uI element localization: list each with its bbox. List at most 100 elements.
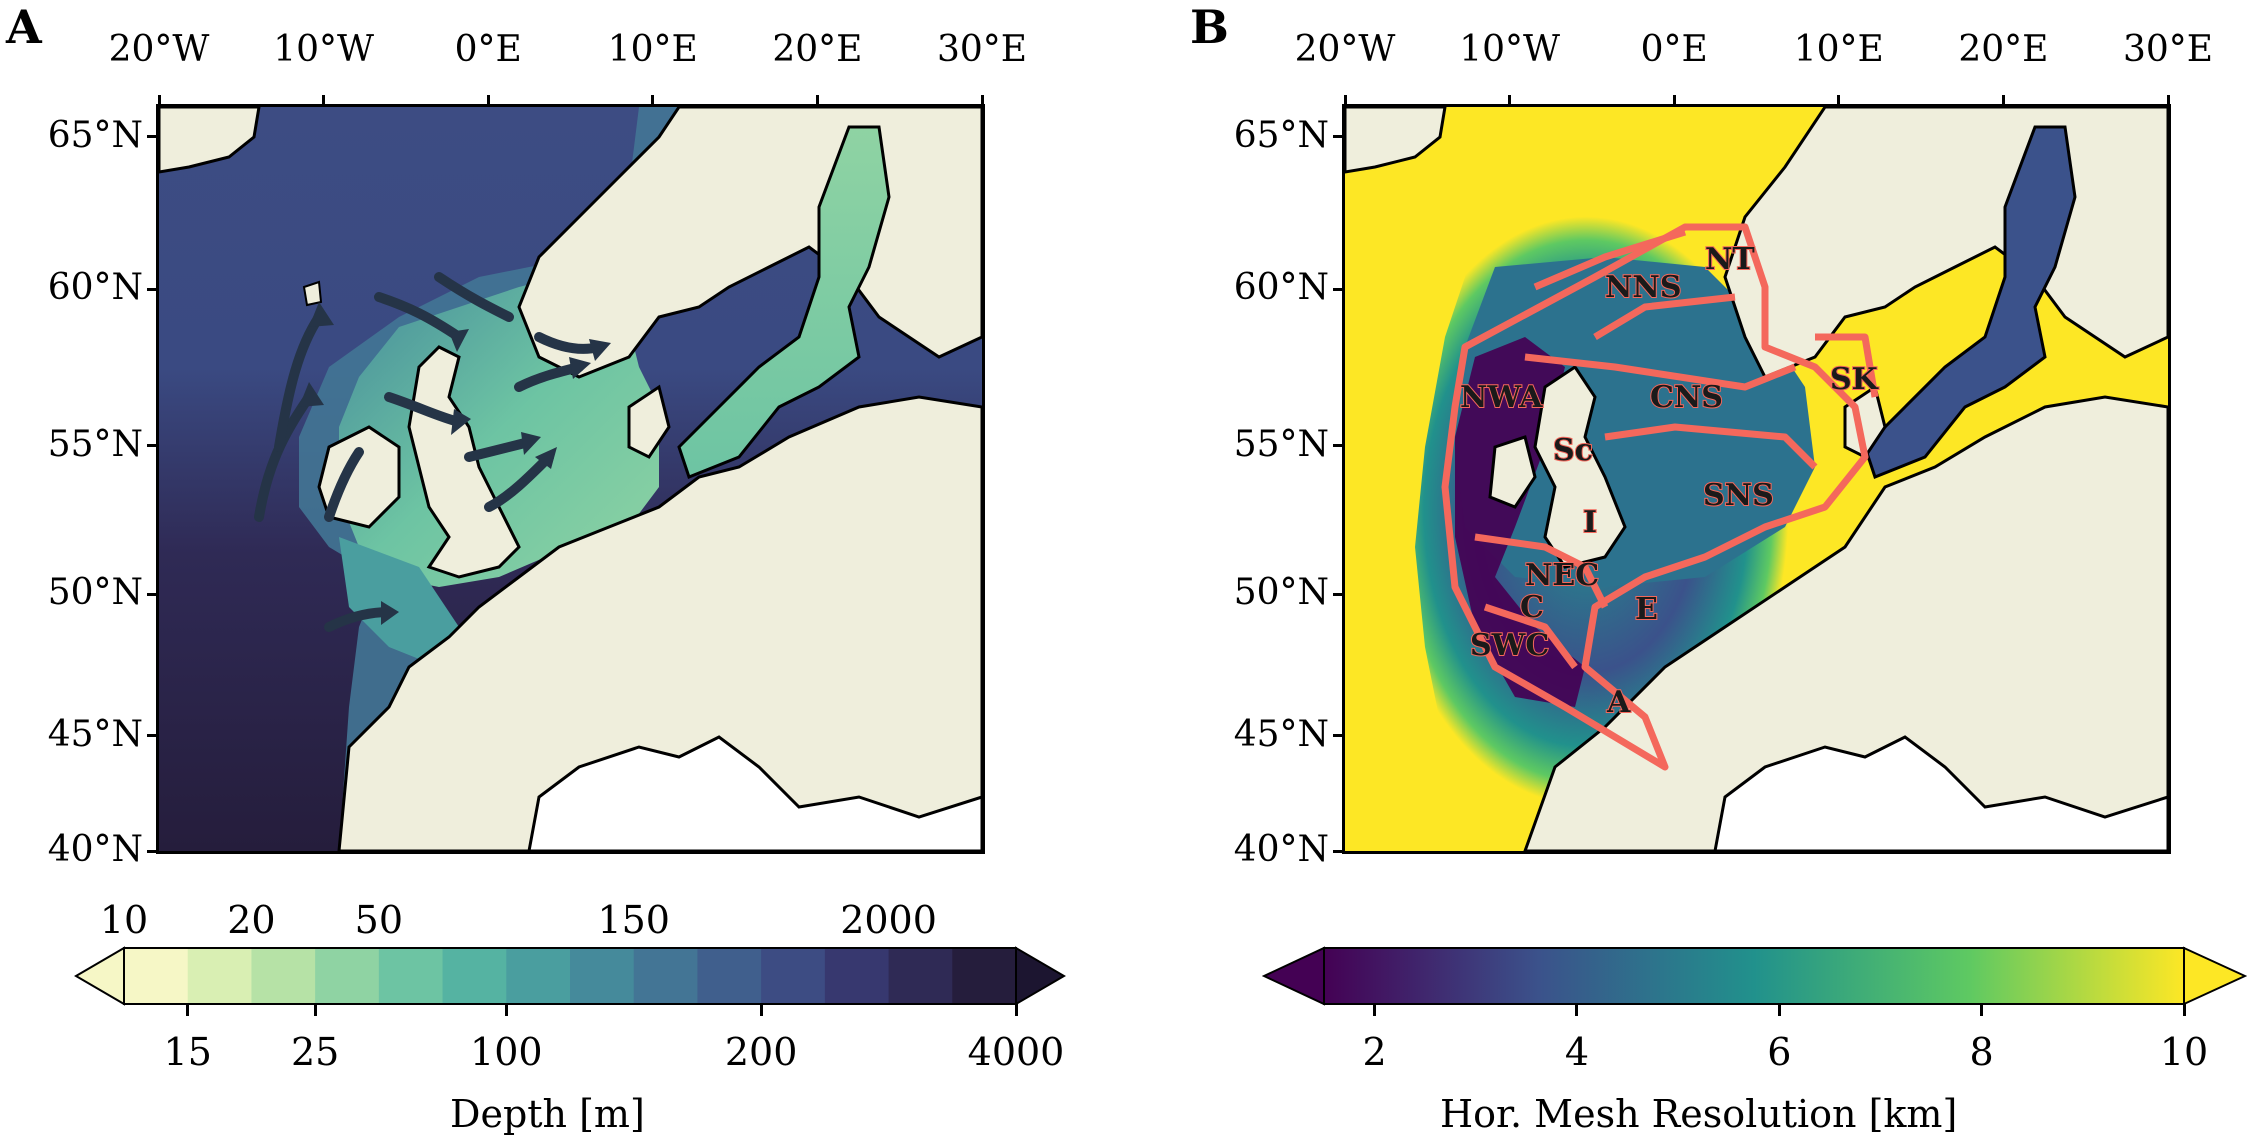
region-outline bbox=[1815, 333, 1879, 398]
left-tick-mark bbox=[1333, 135, 1345, 139]
baltic-sea bbox=[1863, 125, 2077, 479]
left-tick-label: 40°N bbox=[1233, 829, 1329, 870]
region-outline bbox=[1604, 423, 1818, 470]
region-label-sns: SNS bbox=[1703, 478, 1774, 513]
left-tick-label: 40°N bbox=[47, 829, 143, 870]
left-tick-mark bbox=[147, 287, 159, 291]
top-tick-label: 20°E bbox=[1958, 29, 2049, 70]
region-label-a: A bbox=[1606, 685, 1631, 720]
arrow-head bbox=[299, 382, 324, 407]
mesh-colorbar-min-extend bbox=[1262, 946, 1325, 1006]
top-tick-label: 10°E bbox=[607, 29, 698, 70]
mesh-colorbar-gradient bbox=[1323, 947, 2185, 1005]
depth-colorbar-frame bbox=[123, 947, 1017, 1005]
left-tick-mark bbox=[147, 849, 159, 853]
great-britain-land bbox=[1533, 364, 1627, 569]
depth-colorbar-upper-label: 150 bbox=[597, 898, 670, 942]
circulation-arrow bbox=[374, 292, 464, 342]
depth-colorbar-upper-label: 50 bbox=[354, 898, 404, 942]
top-tick-label: 20°W bbox=[108, 29, 210, 70]
depth-colorbar-swatch bbox=[761, 948, 826, 1004]
mesh-colorbar-label: 2 bbox=[1362, 1030, 1387, 1074]
depth-colorbar-max-extend bbox=[1015, 946, 1066, 1006]
top-tick-label: 0°E bbox=[1640, 29, 1708, 70]
depth-colorbar-upper-label: 20 bbox=[227, 898, 276, 942]
left-tick-label: 65°N bbox=[1233, 114, 1329, 156]
left-tick-mark bbox=[1333, 849, 1345, 853]
left-tick-mark bbox=[147, 135, 159, 139]
region-label-cns: CNS bbox=[1650, 380, 1723, 415]
left-tick-label: 55°N bbox=[1233, 423, 1329, 465]
europe-land bbox=[337, 395, 982, 851]
region-outlines bbox=[1441, 223, 1879, 771]
mesh-colorbar-max-extend bbox=[2183, 946, 2247, 1006]
mediterranean bbox=[1713, 735, 2168, 851]
depth-colorbar-lower-label: 200 bbox=[724, 1030, 798, 1074]
depth-colorbar-swatch bbox=[824, 948, 890, 1004]
top-tick-label: 0°E bbox=[454, 29, 522, 70]
arrow-head bbox=[589, 339, 611, 361]
top-tick-mark bbox=[322, 95, 326, 107]
iceland-land bbox=[1345, 107, 1447, 174]
top-tick-mark bbox=[651, 95, 655, 107]
region-label-i: I bbox=[1583, 505, 1597, 540]
mesh-colorbar-title: Hor. Mesh Resolution [km] bbox=[1440, 1092, 1958, 1136]
depth-colorbar-swatch bbox=[187, 948, 252, 1004]
arrow-head bbox=[309, 302, 334, 327]
depth-colorbar-lower-label: 15 bbox=[163, 1030, 212, 1074]
mesh-colorbar-label: 4 bbox=[1564, 1030, 1590, 1074]
top-tick-mark bbox=[1343, 95, 1347, 107]
region-outline bbox=[1483, 603, 1578, 670]
mid-resolution-zone bbox=[1455, 257, 1815, 587]
faroe-islands bbox=[302, 280, 323, 307]
region-outline bbox=[1474, 533, 1609, 609]
left-tick-mark bbox=[147, 734, 159, 738]
left-tick-label: 60°N bbox=[47, 267, 143, 309]
mesh-colorbar-tick bbox=[1373, 1004, 1377, 1016]
mediterranean bbox=[527, 735, 982, 851]
depth-colorbar-lower-label: 4000 bbox=[967, 1030, 1065, 1074]
circulation-arrow bbox=[434, 272, 514, 322]
arrow-head bbox=[381, 601, 399, 625]
depth-colorbar-swatch bbox=[697, 948, 762, 1004]
depth-colorbar-svg bbox=[74, 946, 1066, 1006]
depth-colorbar-swatch bbox=[952, 948, 1017, 1004]
region-outline bbox=[1524, 353, 1797, 391]
depth-colorbar-swatch bbox=[124, 948, 189, 1004]
circulation-arrows bbox=[254, 272, 604, 632]
region-label-sc: Sc bbox=[1553, 433, 1593, 468]
top-tick-mark bbox=[486, 95, 490, 107]
left-tick-label: 45°N bbox=[1233, 713, 1329, 755]
region-label-c: C bbox=[1520, 590, 1544, 625]
left-tick-mark bbox=[1333, 592, 1345, 596]
celtic-shelf bbox=[339, 537, 459, 667]
left-tick-label: 50°N bbox=[47, 572, 143, 614]
depth-map[interactable] bbox=[156, 104, 985, 854]
depth-colorbar-swatch bbox=[633, 948, 698, 1004]
region-labels: NT NNS NWA CNS SK Sc SNS I NEC C E SWC A bbox=[1459, 241, 1880, 721]
fine-resolution-zone bbox=[1455, 337, 1585, 707]
continental-slope bbox=[299, 107, 719, 851]
left-tick-label: 55°N bbox=[47, 423, 143, 465]
depth-colorbar-lower-label: 100 bbox=[470, 1030, 543, 1074]
left-tick-mark bbox=[1333, 287, 1345, 291]
region-label-nns: NNS bbox=[1605, 270, 1682, 305]
mesh-colorbar-label: 8 bbox=[1969, 1030, 1994, 1074]
left-tick-label: 60°N bbox=[1233, 267, 1329, 309]
ireland-land bbox=[1488, 435, 1537, 509]
depth-colorbar-swatch bbox=[378, 948, 444, 1004]
arrow-head bbox=[535, 447, 557, 469]
top-tick-mark bbox=[815, 95, 819, 107]
top-tick-label: 30°E bbox=[2122, 29, 2214, 70]
denmark-land bbox=[627, 384, 671, 459]
baltic-sea bbox=[677, 125, 891, 479]
arrow-head bbox=[569, 357, 591, 379]
top-tick-mark bbox=[2166, 95, 2170, 107]
europe-land bbox=[1523, 395, 2168, 851]
panel-b-letter: B bbox=[1190, 0, 1229, 54]
mesh-resolution-map[interactable]: NT NNS NWA CNS SK Sc SNS I NEC C E SWC A bbox=[1342, 104, 2171, 854]
top-tick-label: 10°E bbox=[1793, 29, 1884, 70]
circulation-arrow bbox=[274, 312, 324, 452]
depth-colorbar-tick bbox=[313, 1004, 317, 1016]
mesh-map-svg: NT NNS NWA CNS SK Sc SNS I NEC C E SWC A bbox=[1345, 107, 2168, 851]
